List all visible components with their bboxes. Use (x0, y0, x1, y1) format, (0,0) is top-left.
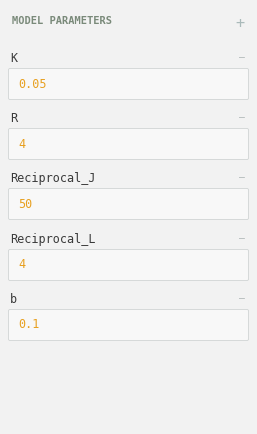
Text: 4: 4 (18, 138, 25, 151)
Text: —: — (239, 112, 245, 122)
FancyBboxPatch shape (8, 309, 249, 341)
Text: +: + (236, 16, 245, 31)
Text: R: R (10, 112, 17, 125)
Text: 0.05: 0.05 (18, 78, 47, 91)
Text: Reciprocal_J: Reciprocal_J (10, 172, 96, 185)
Text: —: — (239, 52, 245, 62)
Text: b: b (10, 293, 17, 306)
Text: K: K (10, 52, 17, 65)
Text: 0.1: 0.1 (18, 319, 39, 332)
Text: —: — (239, 293, 245, 303)
FancyBboxPatch shape (8, 250, 249, 280)
FancyBboxPatch shape (8, 188, 249, 220)
Text: —: — (239, 172, 245, 182)
FancyBboxPatch shape (8, 69, 249, 99)
Text: —: — (239, 233, 245, 243)
Text: 4: 4 (18, 259, 25, 272)
Text: Reciprocal_L: Reciprocal_L (10, 233, 96, 246)
Text: MODEL PARAMETERS: MODEL PARAMETERS (12, 16, 112, 26)
FancyBboxPatch shape (8, 128, 249, 160)
Text: 50: 50 (18, 197, 32, 210)
